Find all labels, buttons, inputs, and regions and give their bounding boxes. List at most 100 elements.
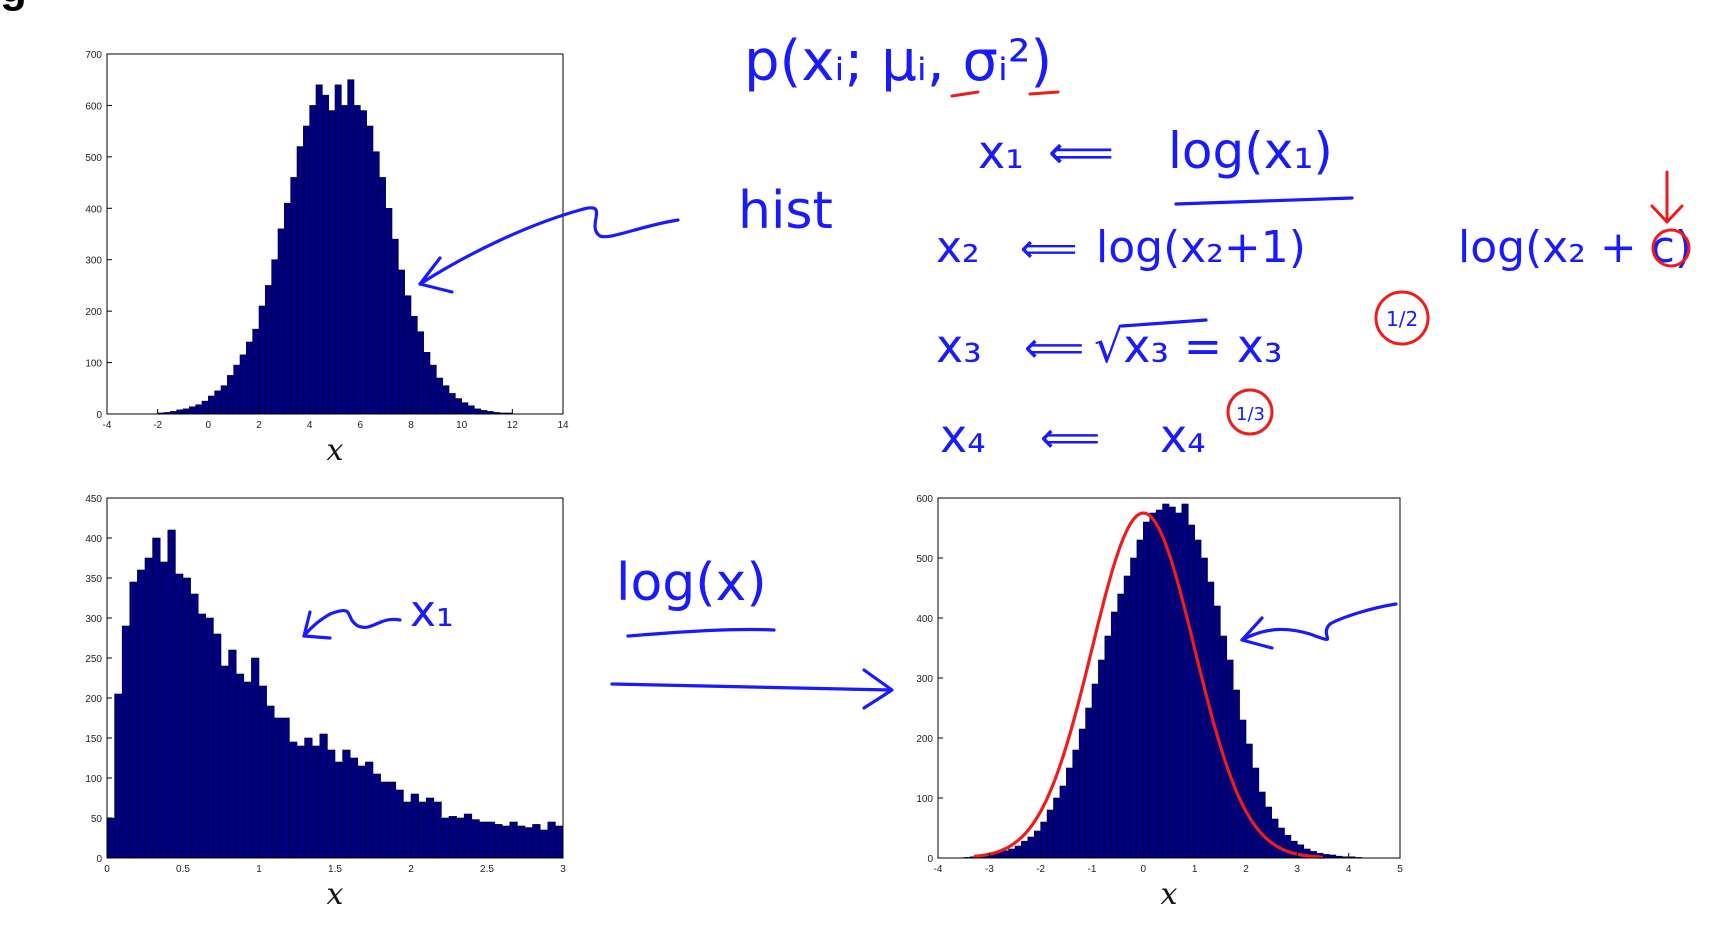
slide-title-fragment: g <box>0 0 27 12</box>
histogram-bar <box>1078 728 1086 859</box>
x-tick-label: 4 <box>1346 864 1352 875</box>
x-tick-label: -2 <box>1036 864 1045 875</box>
histogram-bar <box>463 813 473 859</box>
x-tick-label: 5 <box>1397 864 1403 875</box>
y-tick-label: 400 <box>916 614 933 625</box>
histogram-bar <box>360 110 367 415</box>
histogram-bar <box>334 84 342 415</box>
rule-x2: x₂ ⟸ log(x₂+1) <box>936 222 1306 273</box>
x-tick-label: 8 <box>408 420 414 431</box>
rule-x1-arrow: ⟸ <box>1048 125 1114 179</box>
transform-label-underline <box>626 627 776 638</box>
y-tick-label: 700 <box>85 50 102 61</box>
histogram-bar <box>1130 557 1138 859</box>
rule-x4: x₄ ⟸ x₄ 1/3 <box>940 388 1274 463</box>
sqrt-overline <box>1120 318 1208 328</box>
x-tick-label: 12 <box>507 420 519 431</box>
histogram-bar <box>380 781 389 859</box>
histogram-bar <box>395 789 404 859</box>
histogram-bar <box>327 749 336 859</box>
histogram-bar <box>441 817 450 859</box>
x-tick-label: 10 <box>456 420 468 431</box>
histogram-bar <box>284 202 291 415</box>
rule-x3-lhs: x₃ <box>936 319 982 373</box>
histogram-bar <box>494 824 503 859</box>
histogram-bar <box>1181 503 1189 859</box>
histogram-bar <box>539 829 549 859</box>
histogram-bar <box>144 557 153 859</box>
histogram-bar <box>1021 840 1029 859</box>
histogram-bar <box>1001 850 1009 859</box>
histogram-bar <box>387 781 397 859</box>
y-tick-label: 200 <box>916 734 933 745</box>
histogram-bar <box>1033 830 1041 859</box>
x-tick-label: -1 <box>1088 864 1097 875</box>
transform-arrow <box>610 668 894 710</box>
y-tick-label: 50 <box>91 814 103 825</box>
histogram-bar <box>1040 821 1048 859</box>
histogram-bar <box>159 561 169 859</box>
y-tick-label: 600 <box>85 101 102 112</box>
x-tick-label: 1 <box>1192 864 1198 875</box>
x1-arrow <box>302 608 402 638</box>
histogram-bar <box>448 393 456 415</box>
histogram-bar <box>258 305 266 415</box>
exponent-third: 1/3 <box>1236 404 1265 425</box>
histogram-bar <box>353 105 361 415</box>
histogram-bar <box>1239 719 1247 859</box>
histogram-bar <box>365 761 374 859</box>
histogram-bar <box>258 685 267 859</box>
y-tick-label: 0 <box>96 410 102 421</box>
histogram-bar <box>176 409 184 415</box>
gaussian-fit-curve <box>973 511 1324 859</box>
histogram-top-left: -4 -2 0 2 4 6 8 10 12 14 0 100 200 300 400 500 600 700 x <box>85 50 569 468</box>
histogram-bar <box>532 824 541 859</box>
histogram-bar <box>1066 767 1074 859</box>
histogram-bar <box>372 151 380 415</box>
histogram-bar <box>252 328 260 415</box>
histogram-bar <box>243 681 252 859</box>
x-tick-label: 6 <box>358 420 364 431</box>
histogram-bar <box>436 377 443 415</box>
histogram-bar <box>1104 635 1112 859</box>
histogram-bar <box>429 364 437 415</box>
x-tick-label: 1 <box>256 864 262 875</box>
histogram-bar <box>517 825 526 859</box>
x-tick-label: -3 <box>985 864 994 875</box>
hist-arrowhead <box>418 256 454 294</box>
histogram-bar <box>423 351 431 415</box>
histogram-bar <box>1091 683 1099 859</box>
histogram-bar <box>471 819 480 859</box>
histogram-bar <box>398 269 405 415</box>
exponent-third-circle <box>1226 388 1274 436</box>
y-tick-label: 450 <box>85 494 102 505</box>
histogram-bar <box>175 573 184 859</box>
histogram-bar <box>1162 503 1170 859</box>
x-tick-label: 2 <box>1243 864 1249 875</box>
x1-arrowhead <box>302 610 332 640</box>
histogram-bar <box>442 385 450 415</box>
histogram-bar <box>266 705 275 859</box>
c-pointer-arrow <box>1650 170 1684 224</box>
histogram-bar <box>455 398 462 415</box>
x-tick-label: 0 <box>1141 864 1147 875</box>
histogram-bar <box>182 577 191 859</box>
alt-formula: log(x₂ + c) <box>1458 170 1692 273</box>
y-tick-label: 200 <box>85 694 102 705</box>
histogram-bar <box>277 228 285 415</box>
histogram-bar <box>1027 836 1035 859</box>
exponent-half: 1/2 <box>1386 307 1418 331</box>
histogram-bar <box>233 364 241 415</box>
histogram-bar <box>290 177 298 415</box>
histogram-bar <box>347 79 355 415</box>
histogram-bar <box>265 285 272 415</box>
histogram-bar <box>501 825 511 859</box>
rule-x4-lhs: x₄ <box>940 409 986 463</box>
x-axis-label: x <box>327 433 344 468</box>
y-tick-label: 300 <box>85 614 102 625</box>
histogram-bar <box>480 410 488 415</box>
histogram-bar <box>309 105 317 415</box>
underline-sigma <box>1028 90 1060 96</box>
histogram-bar <box>271 259 279 415</box>
